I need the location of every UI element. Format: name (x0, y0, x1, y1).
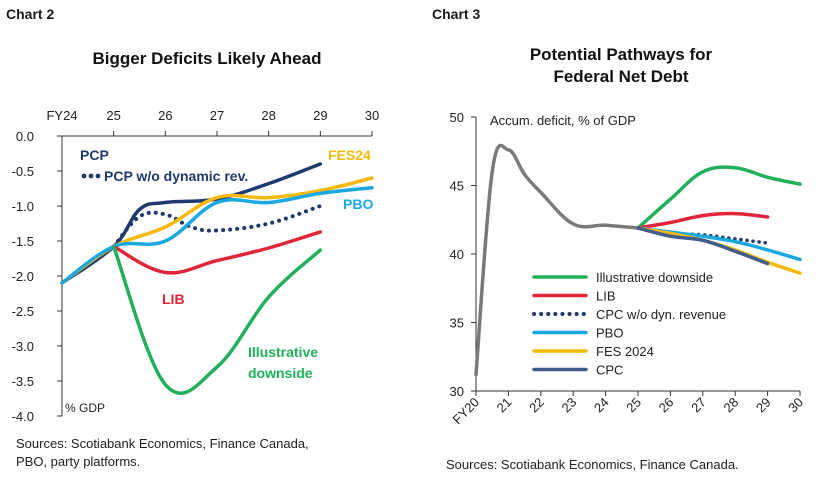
x-tick-label: 26 (158, 108, 172, 123)
y-tick-label: -4.0 (12, 409, 34, 424)
series-line-pbo (60, 186, 374, 285)
series-line-illustrative-downside (111, 244, 323, 395)
series-line-lib (111, 230, 323, 275)
x-tick-label: 30 (785, 395, 806, 416)
x-tick-label: 25 (623, 395, 644, 416)
x-tick-label: 30 (365, 108, 379, 123)
axis-note: Accum. deficit, % of GDP (490, 113, 636, 128)
legend-dot-marker (81, 173, 87, 179)
legend-item: Illustrative downside (532, 270, 713, 285)
legend-label: CPC w/o dyn. revenue (596, 307, 726, 322)
series-label-pcp-wo-dynamic-rev: PCP w/o dynamic rev. (81, 168, 248, 184)
chart-3-panel: Chart 3 Potential Pathways for Federal N… (414, 0, 828, 482)
legend-item: CPC (532, 363, 623, 378)
chart-title-line: Bigger Deficits Likely Ahead (92, 49, 322, 68)
x-tick-label: 28 (261, 108, 275, 123)
legend-item: CPC w/o dyn. revenue (532, 307, 726, 322)
y-tick-label: 40 (450, 247, 464, 262)
x-tick-label: 24 (591, 395, 612, 416)
series-label-illustrative-downside: Illustrative (248, 344, 318, 360)
x-tick-label: 29 (753, 395, 774, 416)
y-tick-label: 35 (450, 316, 464, 331)
legend-label: FES 2024 (596, 344, 654, 359)
legend-label: LIB (596, 289, 616, 304)
y-tick-label: -2.0 (12, 269, 34, 284)
series-line-illustrative-downside (636, 165, 802, 230)
series-label-illustrative-downside: downside (248, 365, 313, 381)
chart-label: Chart 3 (432, 6, 481, 22)
chart-3-plot: 30 35 40 45 50 FY20 21 22 23 24 25 26 27 28 29 30 Accum.… (450, 110, 807, 428)
x-tick-label: 28 (720, 395, 741, 416)
y-tick-label: -3.5 (12, 374, 34, 389)
chart-2-plot: 0.0 -0.5 -1.0 -1.5 -2.0 -2.5 -3.0 -3.5 -4.0 FY24 2… (12, 108, 380, 424)
legend-item: LIB (532, 289, 616, 304)
x-tick-label: 27 (210, 108, 224, 123)
x-tick-label: 25 (106, 108, 120, 123)
series-label-lib: LIB (162, 291, 185, 307)
chart-title: Potential Pathways for Federal Net Debt (414, 44, 828, 88)
x-tick-label: 27 (688, 395, 709, 416)
legend-dot-marker (88, 173, 94, 179)
x-tick-label: FY20 (450, 395, 483, 428)
x-tick-label: 21 (494, 395, 515, 416)
chart-title-line: Federal Net Debt (553, 67, 689, 86)
chart-title: Bigger Deficits Likely Ahead (0, 48, 414, 70)
x-tick-label: 23 (558, 395, 579, 416)
source-line: Sources: Scotiabank Economics, Finance C… (446, 457, 739, 472)
y-tick-label: -1.0 (12, 199, 34, 214)
history-line (474, 143, 640, 377)
x-tick-label: 26 (656, 395, 677, 416)
series-line-cpc-w-o-dyn-revenue (636, 226, 770, 245)
source-line: PBO, party platforms. (16, 454, 141, 469)
legend-item: FES 2024 (532, 344, 654, 359)
y-tick-label: 0.0 (16, 129, 34, 144)
chart-2-panel: Chart 2 Bigger Deficits Likely Ahead 0.0… (0, 6, 414, 471)
series-label-pbo: PBO (343, 196, 373, 212)
legend-label: PBO (596, 326, 623, 341)
y-tick-label: -1.5 (12, 234, 34, 249)
series-line-lib (636, 211, 770, 230)
series-label-pcp: PCP (80, 147, 109, 163)
y-tick-label: 50 (450, 110, 464, 125)
y-tick-label: -3.0 (12, 339, 34, 354)
y-tick-label: -0.5 (12, 164, 34, 179)
legend-label: Illustrative downside (596, 270, 713, 285)
chart-title-line: Potential Pathways for (529, 45, 713, 64)
legend-dot-marker (95, 173, 101, 179)
legend: Illustrative downside LIB CPC w/o dyn. rev… (532, 270, 726, 378)
source-line: Sources: Scotiabank Economics, Finance C… (16, 436, 309, 451)
series-label-text: PCP w/o dynamic rev. (104, 168, 248, 184)
x-tick-label: FY24 (46, 108, 77, 123)
series-line-cpc (636, 226, 770, 266)
axis-note: % GDP (65, 401, 105, 415)
series-label-fes24: FES24 (328, 147, 371, 163)
legend-item: PBO (532, 326, 623, 341)
chart-label: Chart 2 (6, 6, 55, 22)
chart-source: Sources: Scotiabank Economics, Finance C… (446, 456, 826, 474)
y-tick-label: -2.5 (12, 304, 34, 319)
y-tick-label: 45 (450, 179, 464, 194)
x-tick-label: 22 (526, 395, 547, 416)
chart-source: Sources: Scotiabank Economics, Finance C… (16, 435, 396, 471)
y-tick-label: 30 (450, 384, 464, 399)
x-tick-label: 29 (313, 108, 327, 123)
legend-label: CPC (596, 363, 623, 378)
